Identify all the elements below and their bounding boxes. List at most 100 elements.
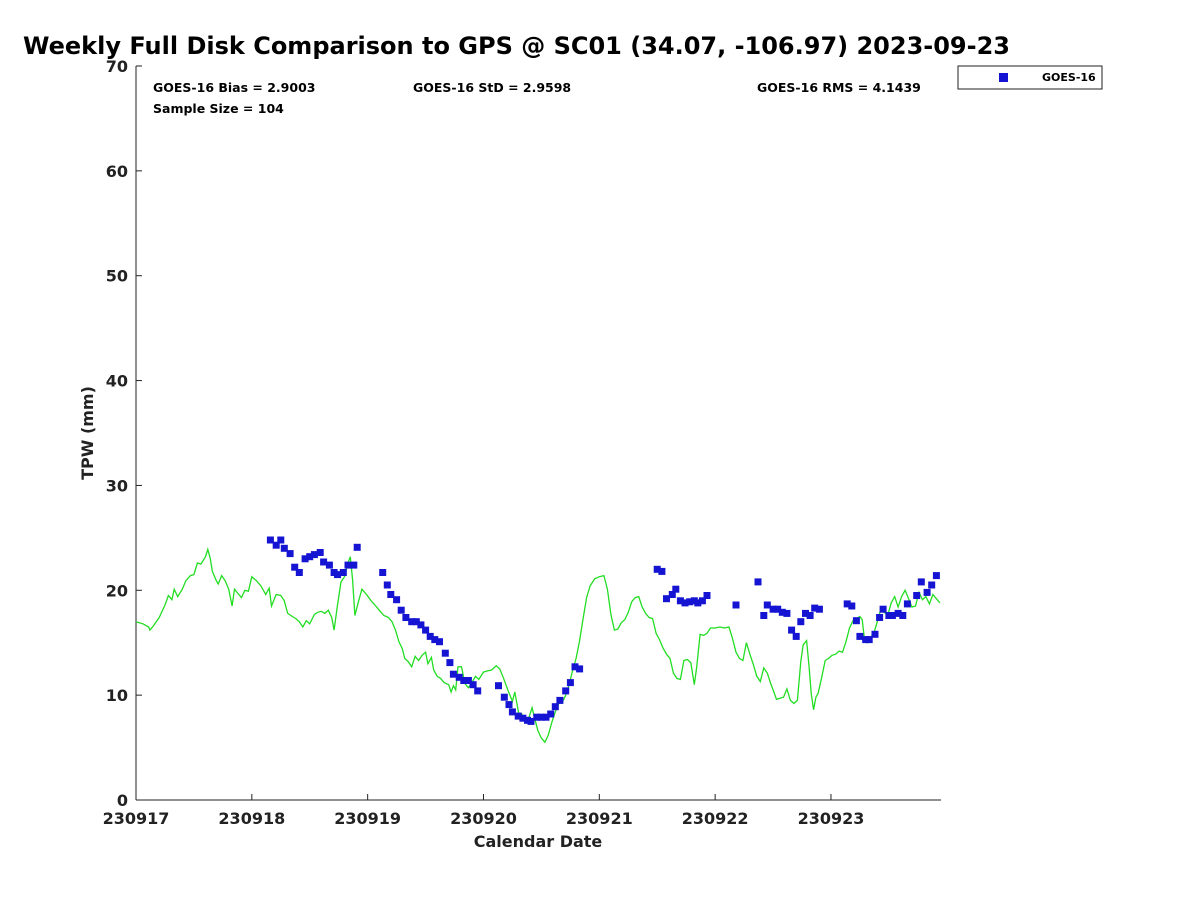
- goes16-point: [763, 601, 771, 609]
- legend-marker-goes16: [999, 73, 1008, 82]
- x-tick-label: 230921: [566, 809, 633, 828]
- goes16-point: [576, 665, 584, 673]
- goes16-point: [402, 614, 410, 621]
- goes16-point: [519, 714, 527, 722]
- goes16-point: [495, 682, 502, 690]
- y-tick-label: 60: [106, 162, 128, 181]
- goes16-point: [663, 595, 670, 603]
- goes16-point: [913, 592, 921, 599]
- y-axis-ticks: 0 10 20 30 40 50 60 70: [106, 57, 142, 810]
- legend-box: [957, 65, 1103, 90]
- goes16-point: [888, 612, 896, 619]
- goes16-series: [266, 536, 940, 725]
- goes16-point: [417, 621, 425, 629]
- goes16-point: [917, 578, 925, 586]
- goes16-point: [672, 585, 680, 593]
- goes16-point: [551, 703, 559, 711]
- goes16-point: [856, 632, 864, 640]
- goes16-point: [686, 598, 694, 606]
- goes16-point: [460, 677, 468, 684]
- goes16-point: [431, 636, 439, 644]
- goes16-point: [928, 581, 936, 589]
- goes16-point: [769, 605, 777, 613]
- goes16-point: [387, 591, 395, 598]
- goes16-point: [694, 599, 702, 607]
- y-tick-label: 50: [106, 267, 128, 286]
- goes16-point: [681, 599, 689, 607]
- gps-series: [135, 547, 941, 744]
- goes16-point: [562, 687, 570, 695]
- goes16-point: [732, 601, 740, 609]
- goes16-point: [266, 536, 274, 544]
- y-tick-label: 40: [106, 372, 128, 391]
- goes16-point: [412, 618, 420, 626]
- goes16-point: [566, 679, 574, 687]
- goes16-point: [537, 713, 545, 721]
- goes16-point: [658, 567, 666, 575]
- goes16-point: [894, 609, 902, 617]
- goes16-point: [353, 543, 361, 551]
- goes16-point: [542, 713, 550, 721]
- goes16-point: [339, 569, 347, 576]
- goes16-point: [508, 708, 516, 716]
- goes16-point: [556, 696, 564, 704]
- goes16-point: [464, 677, 472, 684]
- sample-size-stat: Sample Size = 104: [153, 101, 284, 116]
- legend-label-goes16: GOES-16: [1042, 71, 1096, 84]
- y-tick-label: 20: [106, 581, 128, 600]
- goes16-point: [903, 600, 911, 608]
- goes16-point: [533, 713, 541, 721]
- goes16-point: [325, 561, 333, 569]
- goes16-point: [393, 596, 401, 604]
- goes16-point: [653, 565, 661, 573]
- x-tick-label: 230919: [334, 809, 401, 828]
- y-axis-label: TPW (mm): [78, 386, 97, 480]
- gps-line: [135, 547, 941, 744]
- goes16-point: [815, 605, 823, 613]
- goes16-point: [310, 551, 318, 559]
- goes16-point: [301, 555, 309, 563]
- goes16-point: [778, 608, 786, 616]
- goes16-point: [286, 550, 294, 558]
- goes16-point: [344, 561, 352, 569]
- goes16-point: [848, 602, 856, 610]
- goes16-point: [547, 710, 555, 718]
- x-tick-label: 230920: [450, 809, 517, 828]
- plot-frame: [136, 66, 941, 800]
- goes16-point: [527, 717, 535, 725]
- y-tick-label: 0: [117, 791, 128, 810]
- goes16-point: [291, 563, 299, 571]
- goes16-point: [514, 712, 522, 720]
- goes16-point: [923, 588, 931, 596]
- bias-stat: GOES-16 Bias = 2.9003: [153, 80, 315, 95]
- goes16-point: [843, 600, 851, 608]
- x-tick-label: 230918: [218, 809, 285, 828]
- goes16-point: [436, 638, 443, 646]
- rms-stat: GOES-16 RMS = 4.1439: [757, 80, 921, 95]
- goes16-point: [865, 636, 873, 644]
- goes16-point: [571, 663, 579, 671]
- goes16-point: [334, 571, 341, 579]
- goes16-point: [871, 630, 879, 638]
- goes16-point: [383, 581, 391, 589]
- goes16-point: [774, 605, 782, 613]
- goes16-point: [754, 578, 762, 586]
- goes16-point: [932, 572, 940, 580]
- goes16-point: [379, 569, 387, 576]
- goes16-point: [272, 541, 280, 549]
- goes16-point: [474, 687, 482, 695]
- x-tick-label: 230923: [798, 809, 865, 828]
- goes16-point: [792, 632, 800, 640]
- goes16-point: [280, 544, 288, 552]
- goes16-point: [797, 618, 805, 626]
- goes16-point: [306, 553, 314, 561]
- goes16-point: [397, 606, 405, 614]
- legend: GOES-16: [957, 65, 1103, 90]
- x-axis-label: Calendar Date: [474, 832, 603, 851]
- x-tick-label: 230917: [103, 809, 170, 828]
- goes16-point: [505, 701, 513, 709]
- x-tick-label: 230922: [682, 809, 749, 828]
- goes16-point: [783, 609, 791, 617]
- goes16-point: [455, 673, 463, 681]
